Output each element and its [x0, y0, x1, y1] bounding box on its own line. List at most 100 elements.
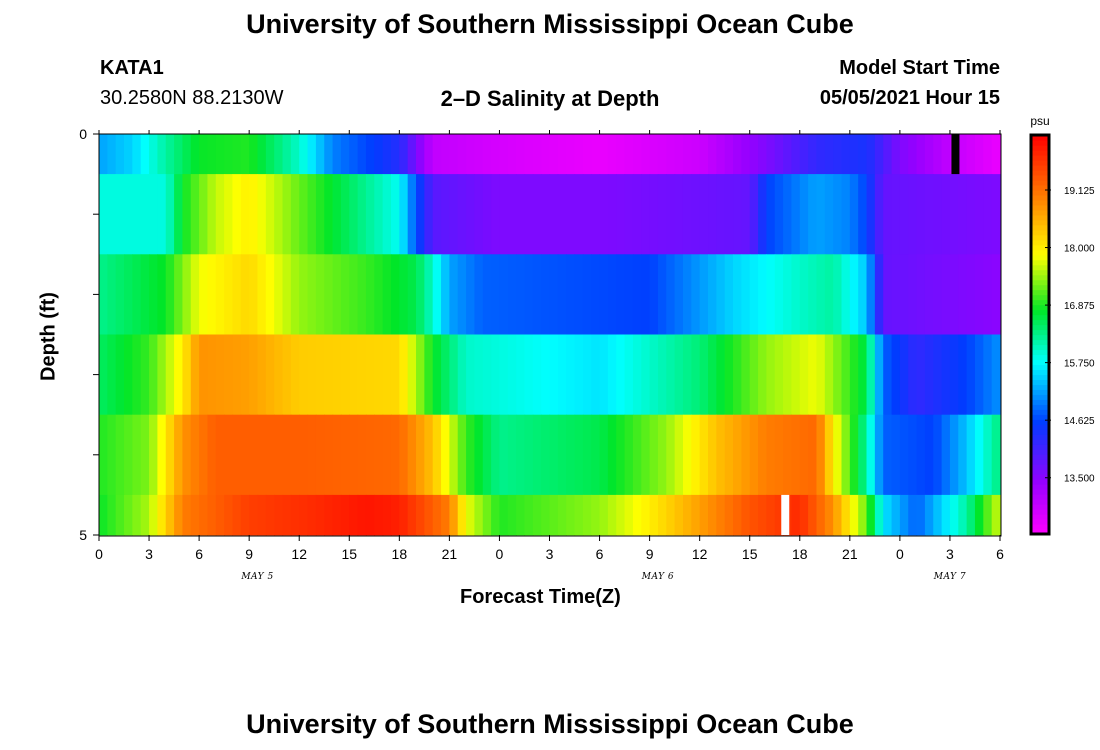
heatmap-cell: [332, 134, 342, 175]
x-tick-label: 9: [646, 546, 654, 562]
colorbar-segment: [1031, 369, 1049, 375]
colorbar-unit: psu: [1030, 114, 1049, 128]
heatmap-cell: [708, 254, 717, 335]
heatmap-cell: [382, 174, 392, 255]
heatmap-cell: [441, 414, 450, 496]
heatmap-cell: [866, 174, 876, 255]
heatmap-cell: [357, 174, 367, 255]
heatmap-cell: [215, 134, 225, 175]
heatmap-cell: [708, 334, 717, 416]
model-start-label: Model Start Time: [839, 57, 1000, 79]
heatmap-cell: [774, 494, 784, 536]
heatmap-cell: [349, 174, 359, 255]
heatmap-cell: [249, 254, 259, 335]
heatmap-cell: [891, 254, 901, 335]
heatmap-cell: [557, 174, 567, 255]
heatmap-cell: [557, 494, 567, 536]
heatmap-cell: [824, 254, 834, 335]
colorbar-segment: [1031, 429, 1049, 435]
colorbar-segment: [1031, 159, 1049, 166]
heatmap-cell: [449, 254, 459, 335]
heatmap-cell: [841, 494, 851, 536]
heatmap-cell: [833, 134, 843, 175]
heatmap-cell: [299, 134, 309, 175]
heatmap-cell: [149, 494, 158, 536]
heatmap-cell: [274, 254, 284, 335]
heatmap-cell: [190, 174, 200, 255]
heatmap-cell: [699, 414, 709, 496]
heatmap-cell: [149, 254, 158, 335]
heatmap-cell: [215, 334, 225, 416]
heatmap-cell: [566, 414, 576, 496]
heatmap-cell: [332, 334, 342, 416]
colorbar-segment: [1031, 204, 1049, 211]
heatmap-cell: [983, 494, 993, 536]
heatmap-cell: [591, 414, 601, 496]
heatmap-cell: [449, 414, 459, 496]
heatmap-cell: [115, 134, 125, 175]
heatmap-cell: [207, 494, 217, 536]
colorbar-segment: [1031, 189, 1049, 196]
heatmap-cell: [182, 494, 192, 536]
heatmap-cell: [416, 414, 425, 496]
heatmap-cell: [991, 414, 1001, 496]
heatmap-cell: [382, 414, 392, 496]
colorbar-segment: [1031, 259, 1049, 266]
heatmap-cell: [182, 414, 192, 496]
day-label: MAY 6: [641, 572, 674, 582]
heatmap-cell: [599, 334, 609, 416]
heatmap-cell: [499, 134, 509, 175]
heatmap-cell: [174, 334, 184, 416]
heatmap-cell: [249, 414, 259, 496]
heatmap-cell: [257, 174, 267, 255]
colorbar-segment: [1031, 444, 1049, 450]
colorbar-segment: [1031, 374, 1049, 380]
heatmap-cell: [682, 254, 692, 335]
heatmap-cell: [332, 494, 342, 536]
colorbar-segment: [1031, 279, 1049, 286]
heatmap-cell: [449, 494, 459, 536]
heatmap-cell: [199, 254, 209, 335]
heatmap-cell: [791, 254, 801, 335]
heatmap-cell: [958, 334, 968, 416]
heatmap-cell: [199, 134, 209, 175]
colorbar-segment: [1031, 229, 1049, 236]
heatmap-cell: [816, 174, 826, 255]
heatmap-cell: [616, 334, 626, 416]
heatmap-cell: [841, 334, 851, 416]
heatmap-cell: [407, 134, 417, 175]
colorbar-segment: [1031, 359, 1049, 366]
heatmap-cell: [282, 254, 292, 335]
colorbar-segment: [1031, 304, 1049, 311]
heatmap-cell: [724, 334, 734, 416]
heatmap-cell: [257, 134, 267, 175]
heatmap-cell: [315, 334, 325, 416]
colorbar-segment: [1031, 139, 1049, 146]
heatmap-cell: [207, 414, 217, 496]
heatmap-cell: [691, 494, 701, 536]
heatmap-cell: [557, 254, 567, 335]
colorbar-segment: [1031, 135, 1049, 141]
heatmap-cell: [207, 334, 217, 416]
heatmap-cell: [232, 334, 242, 416]
heatmap-cell: [849, 494, 859, 536]
heatmap-cell: [407, 174, 417, 255]
colorbar-segment: [1031, 289, 1049, 296]
heatmap-cell: [874, 414, 884, 496]
heatmap-cell: [382, 334, 392, 416]
heatmap-cell: [941, 414, 951, 496]
heatmap-cell: [691, 334, 701, 416]
heatmap-cell: [783, 334, 793, 416]
heatmap-cell: [432, 174, 442, 255]
heatmap-cell: [566, 494, 576, 536]
heatmap-cell: [541, 254, 551, 335]
x-tick-label: 18: [792, 546, 808, 562]
heatmap-cell: [382, 254, 392, 335]
heatmap-cell: [249, 494, 259, 536]
heatmap-cell: [708, 174, 717, 255]
heatmap-cell: [365, 414, 375, 496]
heatmap-cell: [507, 334, 517, 416]
colorbar-segment: [1031, 494, 1049, 500]
heatmap-cell: [749, 134, 759, 175]
heatmap-cell: [249, 134, 259, 175]
